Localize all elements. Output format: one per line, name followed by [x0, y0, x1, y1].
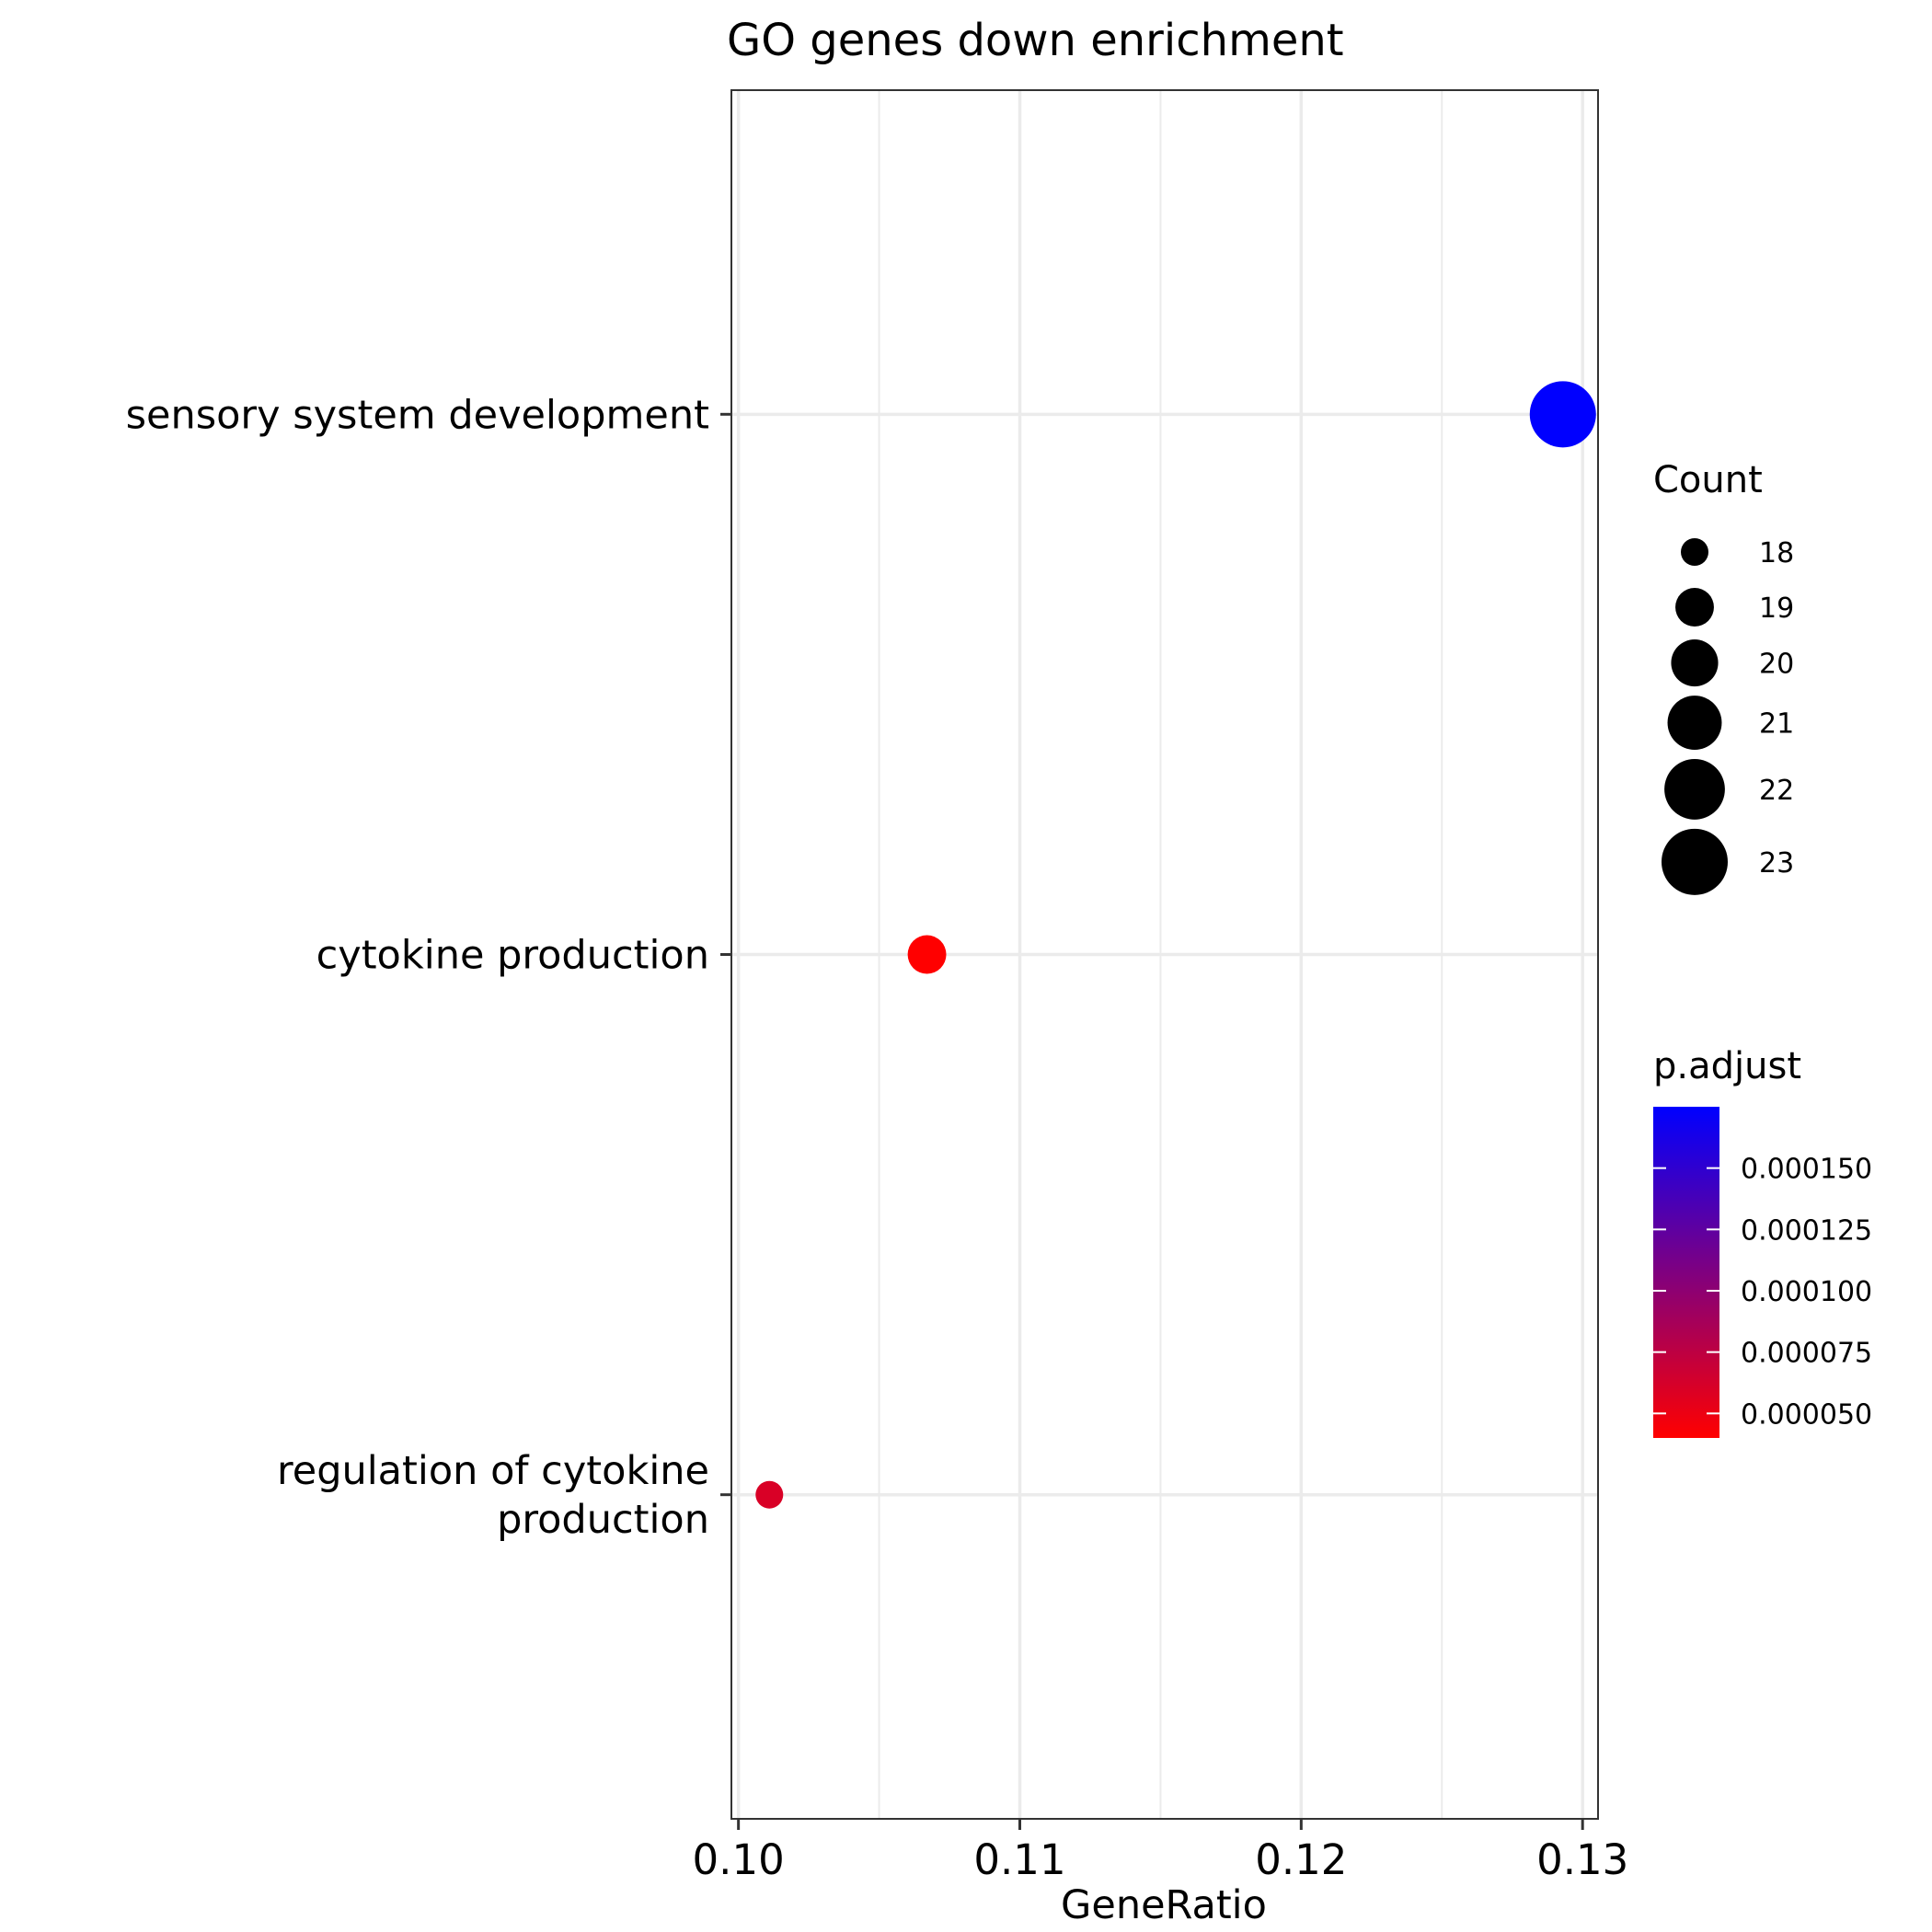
y-tick-label: regulation of cytokine production — [277, 1448, 709, 1543]
count-legend: Count 18 19 20 21 22 23 — [1653, 459, 1794, 895]
count-legend-key — [1681, 538, 1708, 566]
count-legend-key — [1667, 696, 1722, 751]
count-legend-label: 19 — [1759, 592, 1794, 625]
y-axis: sensory system development cytokine produ… — [126, 392, 731, 1543]
colorbar-tick-label: 0.000050 — [1741, 1398, 1872, 1431]
x-tick-label: 0.13 — [1536, 1835, 1628, 1884]
x-axis-label: GeneRatio — [1061, 1882, 1267, 1928]
count-legend-key — [1675, 588, 1714, 627]
count-legend-label: 22 — [1759, 775, 1794, 807]
p-adjust-legend: p.adjust 0.000050 0.000075 0.000100 0.000125… — [1653, 1045, 1872, 1438]
x-axis: 0.10 0.11 0.12 0.13 — [693, 1819, 1628, 1884]
data-point — [907, 935, 947, 974]
count-legend-title: Count — [1653, 459, 1763, 501]
data-point — [755, 1480, 784, 1509]
p-adjust-colorbar — [1653, 1107, 1719, 1438]
x-tick-label: 0.10 — [693, 1835, 785, 1884]
colorbar-tick-label: 0.000075 — [1741, 1338, 1872, 1370]
colorbar-tick-label: 0.000125 — [1741, 1214, 1872, 1247]
count-legend-key — [1664, 759, 1725, 820]
data-points — [755, 381, 1596, 1509]
y-tick-label: cytokine production — [316, 933, 709, 979]
count-legend-key — [1671, 639, 1719, 687]
x-tick-label: 0.11 — [973, 1835, 1065, 1884]
colorbar-tick-label: 0.000150 — [1741, 1154, 1872, 1186]
data-point — [1529, 381, 1596, 448]
count-legend-label: 20 — [1759, 649, 1794, 681]
y-tick-label: sensory system development — [126, 392, 709, 438]
count-legend-key — [1662, 828, 1728, 895]
p-adjust-legend-title: p.adjust — [1653, 1045, 1801, 1087]
colorbar-tick-label: 0.000100 — [1741, 1276, 1872, 1308]
count-legend-label: 23 — [1759, 847, 1794, 880]
count-legend-label: 21 — [1759, 708, 1794, 741]
count-legend-label: 18 — [1759, 537, 1794, 569]
x-tick-label: 0.12 — [1255, 1835, 1347, 1884]
chart-title: GO genes down enrichment — [727, 15, 1344, 66]
major-gridlines — [731, 90, 1598, 1819]
